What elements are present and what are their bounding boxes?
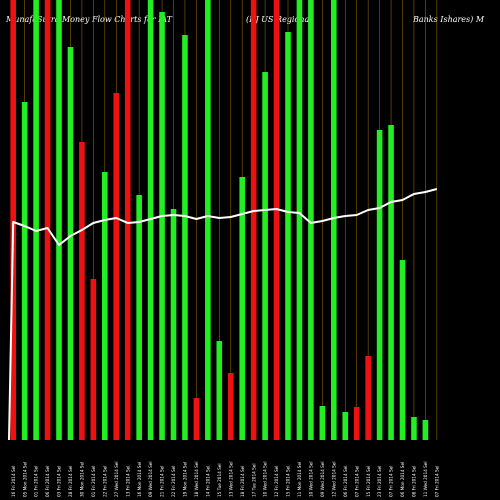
x-tick-label: 12 Wed 2014 Sel bbox=[331, 461, 336, 497]
bar bbox=[90, 279, 97, 440]
bar bbox=[67, 47, 74, 440]
x-tick-label: 10 Wed 2014 Sel bbox=[309, 461, 314, 497]
x-tick-label: 08 Fri 2014 Sel bbox=[412, 466, 417, 497]
bar bbox=[285, 32, 291, 440]
bar bbox=[365, 356, 371, 440]
bar bbox=[10, 0, 16, 440]
x-tick-label: 23 Fri 2014 Sel bbox=[377, 466, 382, 497]
x-tick-label: 07 Fri 2014 Sel bbox=[354, 466, 359, 497]
bar bbox=[239, 177, 245, 440]
bar bbox=[113, 93, 120, 440]
bar bbox=[308, 0, 314, 440]
bar bbox=[102, 172, 108, 440]
x-tick-label: 05 Mon 2014 Sel bbox=[22, 462, 27, 497]
bar bbox=[216, 341, 223, 440]
bar bbox=[273, 0, 280, 440]
bar bbox=[33, 0, 39, 440]
x-tick-label: 27 Wed 2014 Sel bbox=[114, 461, 119, 497]
bar bbox=[411, 417, 417, 440]
x-tick-label: 12 Fri 2014 Sel bbox=[274, 466, 279, 497]
x-tick-label: 06 Mon 2014 Sel bbox=[400, 462, 405, 497]
x-tick-label: 01 Fri 2014 Sel bbox=[34, 466, 39, 497]
x-axis-ticks: 16 Fri 2014 Sel 05 Mon 2014 Sel 01 Fri 201… bbox=[11, 461, 440, 497]
x-tick-label: 22 Fri 2014 Sel bbox=[171, 466, 176, 497]
bar bbox=[250, 0, 257, 440]
x-tick-label: 18 Fri 2014 Sel bbox=[240, 466, 245, 497]
money-flow-line bbox=[8, 188, 438, 441]
x-tick-label: 06 Fri 2014 Sel bbox=[45, 466, 50, 497]
x-tick-label: 16 Fri 2014 Sel bbox=[11, 466, 16, 497]
x-tick-label: 07 Fri 2014 Sel bbox=[389, 466, 394, 497]
bar bbox=[388, 125, 394, 440]
bar bbox=[159, 12, 165, 440]
x-tick-label: 03 Fri 2014 Sel bbox=[57, 466, 62, 497]
bar bbox=[296, 0, 303, 440]
x-tick-label: 01 Fri 2014 Sel bbox=[91, 466, 96, 497]
x-tick-label: 15 Tue 2014 Sel bbox=[217, 463, 222, 497]
bar bbox=[331, 0, 337, 440]
x-tick-label: 13 Fri 2014 Sel bbox=[125, 466, 130, 497]
x-tick-label: 09 Wed 2014 Sel bbox=[148, 461, 153, 497]
x-tick-label: 28 Fri 2014 Sel bbox=[68, 466, 73, 497]
bar bbox=[376, 130, 383, 440]
chart-title-right: Banks Ishares) M bbox=[412, 15, 485, 24]
bar bbox=[319, 406, 326, 440]
bar bbox=[399, 260, 406, 440]
x-tick-label: 07 Fri 2014 Sel bbox=[434, 466, 439, 497]
bar bbox=[205, 0, 211, 440]
x-tick-label: 11 Mon 2014 Sel bbox=[297, 462, 302, 497]
x-tick-label: 14 Fri 2014 Sel bbox=[205, 466, 210, 497]
x-tick-label: 19 Mon 2014 Sel bbox=[183, 462, 188, 497]
grid-lines bbox=[12, 0, 438, 440]
bar bbox=[170, 209, 177, 440]
bar bbox=[193, 398, 200, 440]
chart-title: MunafaSutra Money Flow Charts for IAT (D… bbox=[5, 15, 485, 24]
x-tick-label: 30 Mon 2014 Sel bbox=[80, 462, 85, 497]
x-tick-label: 09 Wed 2014 Sel bbox=[320, 461, 325, 497]
x-tick-label: 15 Fri 2014 Sel bbox=[286, 466, 291, 497]
bar bbox=[136, 195, 142, 440]
x-tick-label: 22 Fri 2014 Sel bbox=[102, 466, 107, 497]
bar bbox=[44, 0, 51, 440]
bar bbox=[182, 35, 188, 440]
bar bbox=[21, 102, 28, 440]
x-tick-label: 10 Wed 2014 Sel bbox=[263, 461, 268, 497]
x-tick-label: 06 Fri 2014 Sel bbox=[343, 466, 348, 497]
bar bbox=[56, 0, 62, 440]
x-tick-label: 11 Wed 2014 Sel bbox=[423, 461, 428, 497]
x-tick-label: 13 Wed 2014 Sel bbox=[228, 461, 233, 497]
bar bbox=[124, 0, 131, 440]
bar bbox=[422, 420, 429, 440]
bar bbox=[227, 373, 234, 440]
bars bbox=[10, 0, 429, 440]
x-tick-label: 21 Fri 2014 Sel bbox=[160, 466, 165, 497]
x-tick-label: 17 Tue 2014 Sel bbox=[251, 463, 256, 497]
bar bbox=[262, 72, 268, 440]
chart-title-left: MunafaSutra Money Flow Charts for IAT bbox=[5, 15, 173, 24]
x-tick-label: 15 Fri 2014 Sel bbox=[366, 466, 371, 497]
x-tick-label: 16 Mon 2014 Sel bbox=[137, 462, 142, 497]
x-tick-label: 18 Wed 2014 Sel bbox=[194, 461, 199, 497]
money-flow-line-path bbox=[8, 188, 438, 441]
bar bbox=[353, 407, 360, 440]
bar bbox=[79, 142, 85, 440]
bar bbox=[342, 412, 349, 440]
